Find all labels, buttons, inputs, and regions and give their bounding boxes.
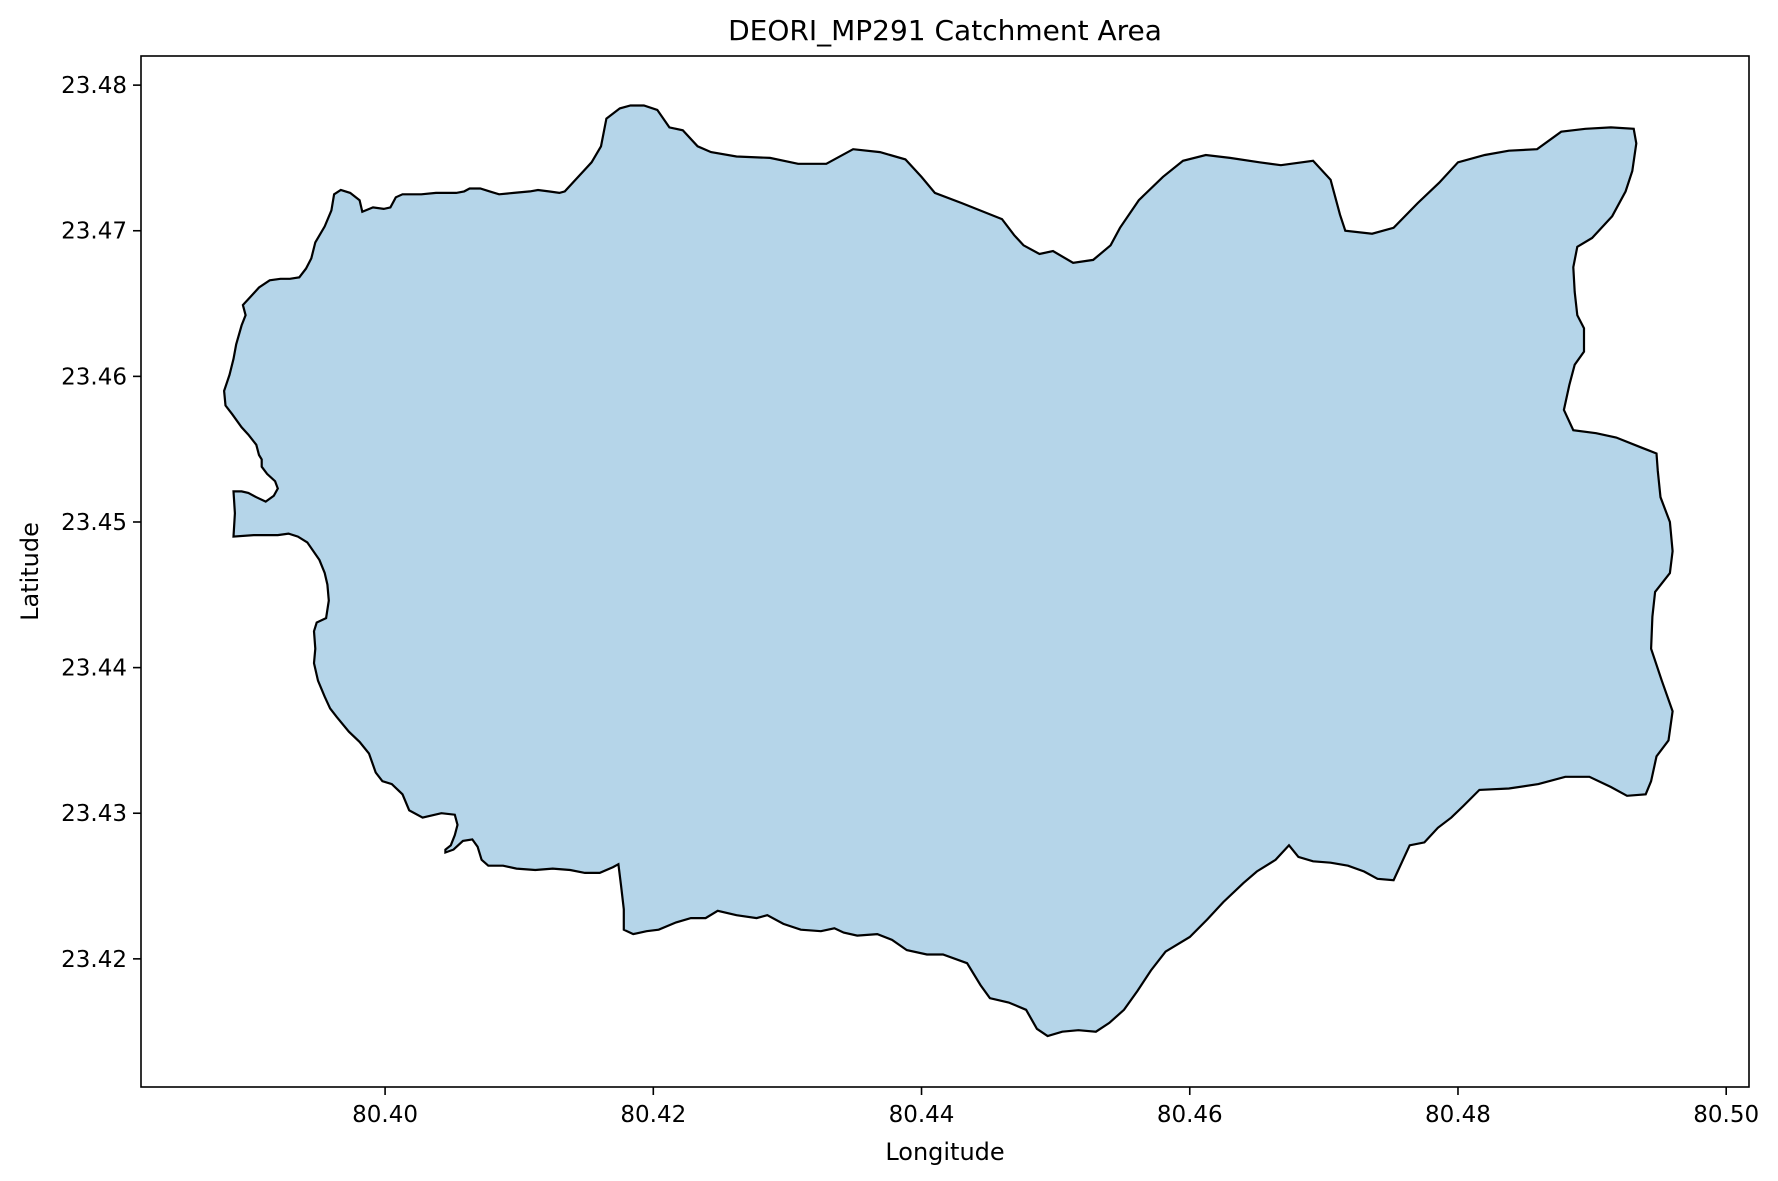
y-tick-label: 23.44 — [61, 656, 127, 682]
x-tick-label: 80.42 — [620, 1102, 686, 1128]
y-tick-label: 23.42 — [61, 947, 127, 973]
y-tick-label: 23.43 — [61, 801, 127, 827]
y-axis-label: Latitude — [16, 522, 44, 621]
x-tick-label: 80.50 — [1693, 1102, 1759, 1128]
y-tick-label: 23.48 — [61, 73, 127, 99]
y-tick-label: 23.46 — [61, 364, 127, 390]
y-axis: 23.42 23.43 23.44 23.45 23.46 23.47 23.48 — [61, 73, 141, 973]
x-tick-label: 80.46 — [1157, 1102, 1223, 1128]
x-tick-label: 80.40 — [352, 1102, 418, 1128]
y-tick-label: 23.45 — [61, 510, 127, 536]
y-tick-label: 23.47 — [61, 219, 127, 245]
plot-area — [222, 104, 1674, 1038]
x-axis-label: Longitude — [885, 1138, 1004, 1166]
x-axis: 80.40 80.42 80.44 80.46 80.48 80.50 — [352, 1087, 1759, 1128]
x-tick-label: 80.44 — [889, 1102, 955, 1128]
x-tick-label: 80.48 — [1425, 1102, 1491, 1128]
axes-frame — [140, 55, 1750, 1088]
chart-title: DEORI_MP291 Catchment Area — [728, 14, 1162, 47]
catchment-area-polygon — [222, 104, 1674, 1038]
